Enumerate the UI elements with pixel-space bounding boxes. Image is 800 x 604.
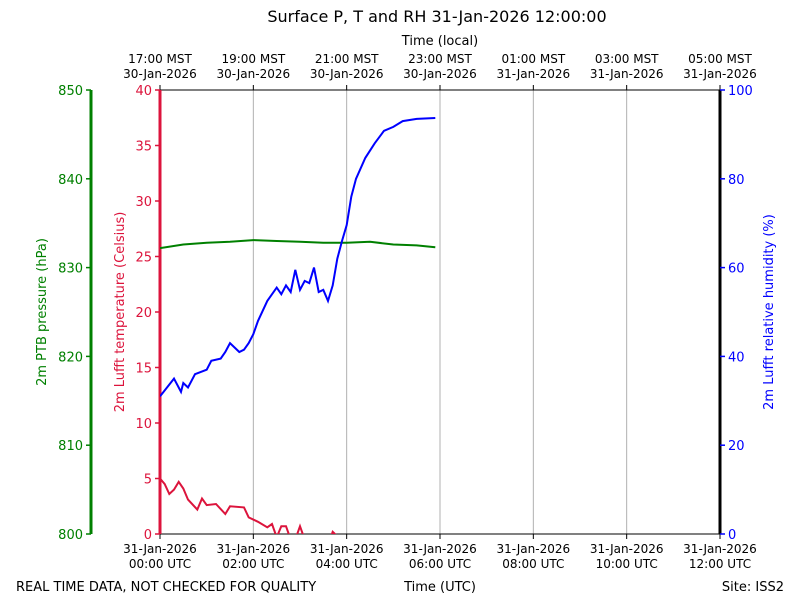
- pressure-axis-label: 2m PTB pressure (hPa): [35, 238, 50, 386]
- x-tick-label-date: 31-Jan-2026: [123, 542, 197, 556]
- top-tick-label-time: 19:00 MST: [221, 52, 285, 66]
- temperature-tick-label: 5: [144, 473, 152, 488]
- top-tick-label-date: 31-Jan-2026: [590, 67, 664, 81]
- top-tick-label-date: 31-Jan-2026: [683, 67, 757, 81]
- x-tick-label-time: 06:00 UTC: [409, 557, 471, 571]
- temperature-tick-label: 10: [135, 417, 152, 432]
- top-axis-label: Time (local): [401, 34, 478, 49]
- temperature-tick-label: 0: [144, 528, 152, 543]
- temperature-tick-label: 40: [135, 84, 152, 99]
- x-tick-label-time: 02:00 UTC: [222, 557, 284, 571]
- x-tick-label-date: 31-Jan-2026: [403, 542, 477, 556]
- top-tick-label-time: 01:00 MST: [501, 52, 565, 66]
- top-tick-label-time: 23:00 MST: [408, 52, 472, 66]
- temperature-tick-label: 15: [135, 362, 152, 377]
- rh-tick-label: 60: [728, 262, 745, 277]
- x-tick-label-time: 08:00 UTC: [502, 557, 564, 571]
- temperature-tick-label: 30: [135, 195, 152, 210]
- rh-tick-label: 100: [728, 84, 753, 99]
- chart-title: Surface P, T and RH 31-Jan-2026 12:00:00: [267, 7, 606, 26]
- top-tick-label-date: 31-Jan-2026: [497, 67, 571, 81]
- pressure-line: [160, 239, 436, 250]
- temperature-axis-label: 2m Lufft temperature (Celsius): [113, 212, 128, 413]
- x-tick-label-date: 31-Jan-2026: [497, 542, 571, 556]
- x-tick-label-date: 31-Jan-2026: [310, 542, 384, 556]
- pressure-tick-label: 810: [58, 439, 83, 454]
- top-tick-label-time: 21:00 MST: [315, 52, 379, 66]
- pressure-tick-label: 820: [58, 350, 83, 365]
- site-label: Site: ISS2: [722, 580, 784, 595]
- top-tick-label-time: 17:00 MST: [128, 52, 192, 66]
- quality-note: REAL TIME DATA, NOT CHECKED FOR QUALITY: [16, 580, 316, 595]
- pressure-tick-label: 840: [58, 173, 83, 188]
- temperature-tick-label: 25: [135, 251, 152, 266]
- relative-humidity-line: [160, 117, 436, 398]
- rh-tick-label: 20: [728, 439, 745, 454]
- rh-tick-label: 40: [728, 350, 745, 365]
- top-tick-label-date: 30-Jan-2026: [403, 67, 477, 81]
- rh-tick-label: 80: [728, 173, 745, 188]
- x-tick-label-time: 12:00 UTC: [689, 557, 751, 571]
- pressure-tick-label: 830: [58, 262, 83, 277]
- rh-tick-label: 0: [728, 528, 736, 543]
- pressure-tick-label: 850: [58, 84, 83, 99]
- temperature-line: [160, 477, 337, 534]
- temperature-tick-label: 35: [135, 140, 152, 155]
- x-tick-label-date: 31-Jan-2026: [217, 542, 291, 556]
- bottom-axis-label: Time (UTC): [403, 580, 476, 595]
- top-tick-label-date: 30-Jan-2026: [310, 67, 384, 81]
- x-tick-label-time: 00:00 UTC: [129, 557, 191, 571]
- pressure-tick-label: 800: [58, 528, 83, 543]
- top-tick-label-time: 05:00 MST: [688, 52, 752, 66]
- top-tick-label-date: 30-Jan-2026: [123, 67, 197, 81]
- top-tick-label-time: 03:00 MST: [595, 52, 659, 66]
- top-tick-label-date: 30-Jan-2026: [217, 67, 291, 81]
- x-tick-label-time: 10:00 UTC: [596, 557, 658, 571]
- temperature-tick-label: 20: [135, 306, 152, 321]
- x-tick-label-date: 31-Jan-2026: [590, 542, 664, 556]
- rh-axis-label: 2m Lufft relative humidity (%): [762, 214, 777, 410]
- x-tick-label-date: 31-Jan-2026: [683, 542, 757, 556]
- x-tick-label-time: 04:00 UTC: [316, 557, 378, 571]
